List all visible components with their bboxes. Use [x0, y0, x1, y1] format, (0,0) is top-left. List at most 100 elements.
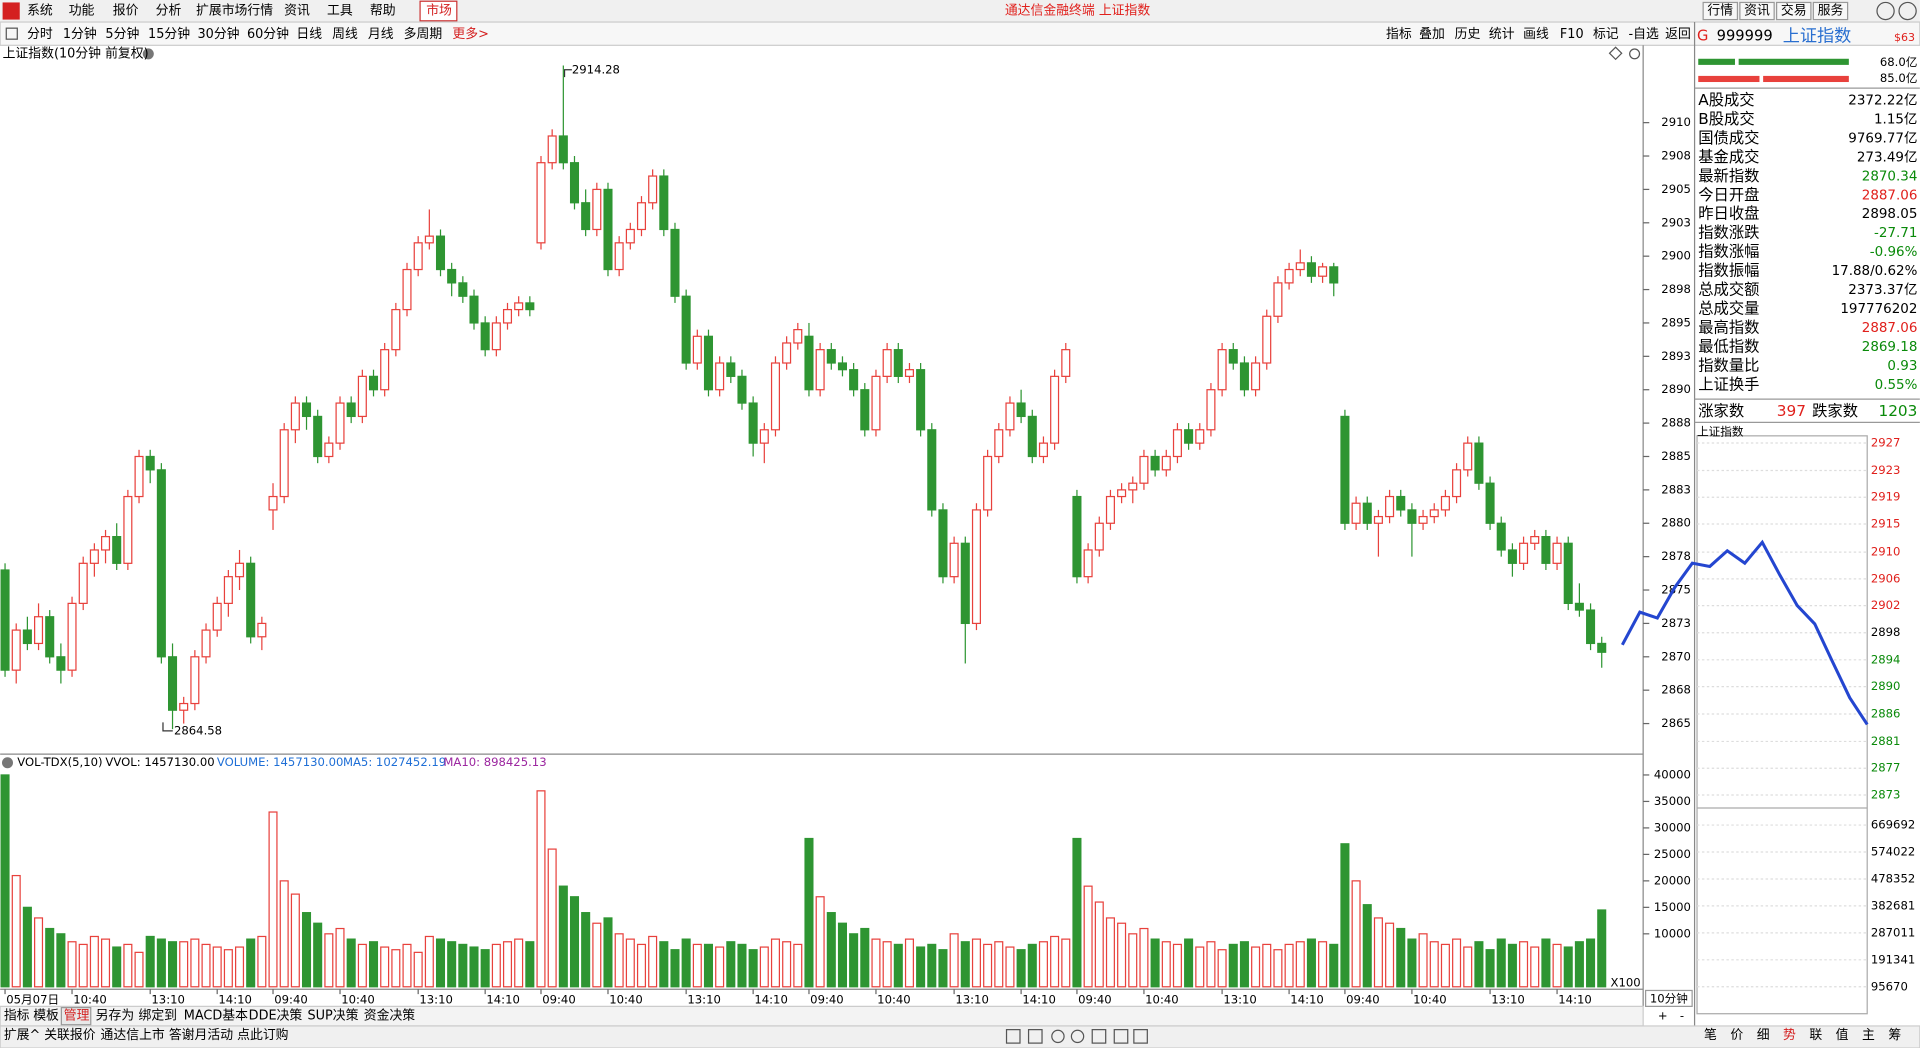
period-tab[interactable]: 60分钟 [247, 26, 289, 42]
bottom-tab[interactable]: 另存为 [96, 1009, 135, 1024]
side-tab[interactable]: 值 [1836, 1027, 1849, 1043]
bottom-tab[interactable]: 模板 [33, 1009, 59, 1024]
period-tab[interactable]: 15分钟 [148, 26, 190, 42]
tool-button[interactable]: -自选 [1628, 27, 1658, 42]
status-item[interactable]: 通达信上市 答谢月活动 点此订购 [101, 1027, 289, 1043]
close[interactable] [1898, 1, 1917, 21]
period-tab[interactable]: 30分钟 [198, 26, 240, 42]
period-tab[interactable]: 1分钟 [63, 26, 97, 42]
volume-bar [1184, 938, 1194, 988]
zoom-out[interactable]: - [1680, 1009, 1684, 1023]
volume-bar [1340, 843, 1350, 988]
icon[interactable] [1005, 1029, 1021, 1044]
side-tab[interactable]: 势 [1783, 1027, 1796, 1043]
volume-bar [1463, 946, 1473, 988]
y2-tick-label: 669692 [1871, 818, 1915, 832]
menu-item[interactable]: 系统 [27, 4, 53, 19]
status-item[interactable]: 扩展^ [4, 1028, 40, 1043]
y-tick-label: 35000 [1654, 794, 1691, 808]
x-tick-label: 10:40 [609, 993, 643, 1007]
window-button[interactable] [1812, 1, 1849, 21]
period-tab[interactable]: 5分钟 [105, 26, 139, 42]
icon[interactable] [1091, 1029, 1107, 1044]
period-tab[interactable]: 分时 [27, 27, 53, 42]
bottom-tab[interactable]: 绑定到 [138, 1009, 177, 1024]
menu-item[interactable]: 功能 [69, 4, 95, 19]
volume-bar [11, 874, 21, 988]
menu-item[interactable]: 资讯 [284, 4, 310, 19]
icon[interactable] [1113, 1029, 1129, 1044]
pane-icon[interactable] [1, 757, 14, 769]
bottom-tab[interactable]: SUP决策 [307, 1008, 358, 1024]
y-tick-label: 2865 [1661, 716, 1691, 730]
period-tab[interactable]: 更多> [452, 27, 488, 42]
tool-button[interactable]: 画线 [1523, 27, 1549, 42]
quote-value: 2887.06 [1862, 321, 1918, 336]
tool-button[interactable]: 标记 [1593, 27, 1619, 42]
menu-item[interactable]: 扩展市场行情 [196, 3, 273, 19]
minimize[interactable] [1876, 1, 1895, 21]
menu-item[interactable]: 帮助 [370, 4, 396, 19]
side-tab[interactable]: 筹 [1888, 1027, 1901, 1043]
title-icon[interactable] [142, 48, 154, 60]
window-button[interactable] [1775, 1, 1812, 21]
volume-bar [1429, 941, 1439, 988]
y-tick-label: 20000 [1654, 873, 1691, 887]
window-button[interactable] [1702, 1, 1739, 21]
chart-icon[interactable] [1608, 46, 1623, 61]
period-tab[interactable]: 周线 [332, 27, 358, 42]
bottom-tab[interactable]: 资金决策 [364, 1008, 416, 1024]
menu-item[interactable]: 分析 [156, 4, 182, 19]
side-tab[interactable]: 联 [1809, 1028, 1822, 1043]
side-tab[interactable]: 笔 [1704, 1027, 1717, 1043]
volume-bar [1050, 935, 1060, 988]
tool-button[interactable]: 叠加 [1419, 27, 1445, 42]
window-button[interactable] [1739, 1, 1775, 21]
zoom-in[interactable]: + [1658, 1009, 1668, 1023]
x-tick-label: 13:10 [1223, 993, 1257, 1007]
y2-tick-label: 95670 [1871, 979, 1908, 993]
bottom-tab[interactable]: 管理 [64, 1009, 90, 1024]
window-button-label[interactable]: 资讯 [1744, 4, 1770, 19]
x-tick-label: 14:10 [218, 993, 252, 1007]
candle-body [424, 235, 434, 244]
tool-button[interactable]: 指标 [1386, 27, 1412, 42]
icon[interactable] [1133, 1029, 1148, 1044]
menu-item[interactable]: 报价 [113, 4, 139, 19]
window-button-label[interactable]: 服务 [1818, 3, 1844, 19]
candle-body [1597, 642, 1607, 653]
tool-button[interactable]: 历史 [1455, 27, 1481, 42]
bottom-tab[interactable]: MACD基本 [184, 1009, 248, 1024]
side-tab[interactable]: 细 [1757, 1028, 1770, 1043]
app-logo[interactable] [2, 2, 20, 20]
bottom-tab[interactable]: 指标 [4, 1009, 30, 1024]
volume-bar [737, 943, 747, 988]
candle-body [201, 629, 211, 658]
period-tab[interactable]: 月线 [368, 27, 394, 42]
toolbar-icon[interactable] [5, 27, 18, 40]
tool-button[interactable]: F10 [1560, 27, 1584, 42]
window-button-label[interactable]: 交易 [1781, 3, 1807, 19]
x-tick-label: 13:10 [1491, 993, 1525, 1007]
icon[interactable] [1051, 1029, 1065, 1044]
volume-bar [715, 946, 725, 988]
tool-button[interactable]: 返回 [1665, 27, 1691, 42]
window-button-label[interactable]: 行情 [1707, 4, 1733, 19]
chart-icon[interactable] [1629, 48, 1641, 60]
tool-button[interactable]: 统计 [1489, 27, 1515, 42]
candle-body [190, 656, 200, 705]
menu-item[interactable]: 工具 [327, 4, 353, 19]
volume-bar [190, 938, 200, 988]
period-tab[interactable]: 多周期 [404, 27, 443, 42]
volume-bar [34, 917, 44, 988]
side-tab[interactable]: 主 [1862, 1028, 1875, 1043]
candle-body [514, 302, 524, 311]
side-tab[interactable]: 价 [1730, 1028, 1743, 1043]
icon[interactable] [1070, 1029, 1085, 1044]
status-item[interactable]: 关联报价 [44, 1028, 96, 1043]
period-tab[interactable]: 日线 [296, 27, 322, 42]
volume-bar [927, 943, 937, 988]
bottom-tab[interactable]: DDE决策 [249, 1008, 303, 1024]
icon[interactable] [1027, 1029, 1043, 1044]
menu-item[interactable]: 市场 [426, 3, 452, 19]
